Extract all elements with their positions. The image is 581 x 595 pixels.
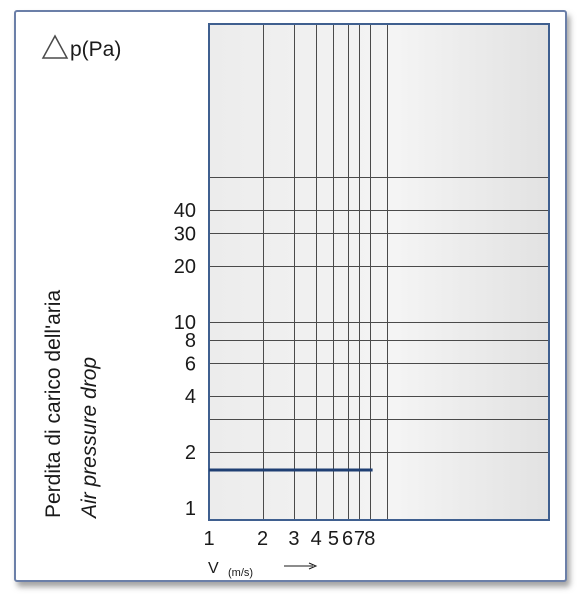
x-tick-label: 6 [342, 528, 353, 550]
plot-area [209, 24, 549, 520]
x-tick-label: 1 [203, 528, 214, 550]
delta-icon [41, 34, 69, 59]
y-tick-label: 20 [174, 256, 196, 278]
y-tick-label: 2 [185, 442, 196, 464]
x-axis-unit: (m/s) [228, 567, 253, 579]
y-axis-label-italian: Perdita di carico dell'aria [42, 290, 65, 518]
y-tick-label: 10 [174, 312, 196, 334]
x-tick-label: 4 [311, 528, 322, 550]
y-tick-label: 8 [185, 330, 196, 352]
x-axis-symbol: V [208, 560, 219, 577]
y-tick-label: 1 [185, 498, 196, 520]
y-axis-label-english: Air pressure drop [78, 357, 101, 520]
x-tick-label: 8 [364, 528, 375, 550]
y-tick-label: 6 [185, 353, 196, 375]
y-tick-label: 30 [174, 223, 196, 245]
y-tick-label: 4 [185, 386, 196, 408]
grid [209, 24, 549, 520]
x-tick-label: 7 [354, 528, 365, 550]
y-axis-unit-label: p(Pa) [70, 38, 121, 61]
x-tick-label: 5 [328, 528, 339, 550]
x-tick-label: 3 [288, 528, 299, 550]
x-axis-arrow-icon [284, 562, 318, 570]
y-tick-label: 40 [174, 200, 196, 222]
x-tick-label: 2 [257, 528, 268, 550]
plot-frame [208, 23, 550, 521]
